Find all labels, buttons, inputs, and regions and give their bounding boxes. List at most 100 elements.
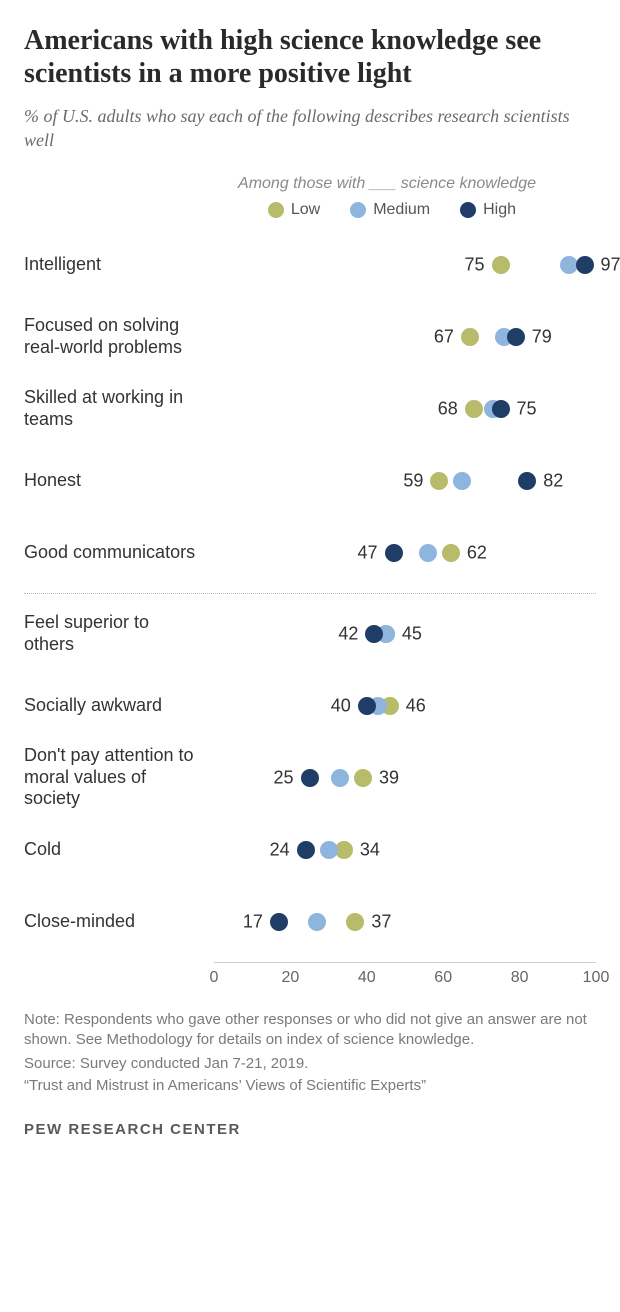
axis-tick: 0 [210,963,219,987]
row-divider [24,593,596,594]
legend-intro: Among those with ___ science knowledge [238,175,596,193]
rows: Intelligent7597Focused on solving real-w… [24,229,596,958]
legend-dot-low [268,202,284,218]
data-row: Intelligent7597 [24,229,596,301]
dot-high [297,841,315,859]
legend-row: Low Medium High [268,201,596,219]
legend-label-low: Low [291,201,320,219]
value-label-left: 68 [438,398,458,419]
dot-medium [308,913,326,931]
dot-high [576,256,594,274]
row-label: Socially awkward [24,695,214,717]
row-plot: 59 82 [214,445,596,517]
row-plot: 24 34 [214,814,596,886]
value-label-left: 25 [273,767,293,788]
data-row: Skilled at working in teams 68 75 [24,373,596,445]
row-label: Honest [24,470,214,492]
dot-low [492,256,510,274]
value-label-right: 82 [543,470,563,491]
value-label-left: 59 [403,470,423,491]
value-label-left: 17 [243,911,263,932]
legend-dot-high [460,202,476,218]
dot-high [358,697,376,715]
data-row: Honest 59 82 [24,445,596,517]
value-label-right: 97 [601,254,620,275]
value-label-left: 47 [358,542,378,563]
dot-low [442,544,460,562]
axis-tick: 80 [511,963,529,987]
value-label-right: 75 [517,398,537,419]
value-label-right: 34 [360,839,380,860]
value-label-right: 39 [379,767,399,788]
axis-tick: 20 [281,963,299,987]
legend-item-high: High [460,201,516,219]
dot-low [430,472,448,490]
report-text: “Trust and Mistrust in Americans’ Views … [24,1076,596,1096]
value-label-right: 62 [467,542,487,563]
legend-label-high: High [483,201,516,219]
row-plot: 40 46 [214,670,596,742]
row-plot: 68 75 [214,373,596,445]
brand-text: PEW RESEARCH CENTER [24,1121,596,1138]
dot-high [301,769,319,787]
dot-high [385,544,403,562]
note-text: Note: Respondents who gave other respons… [24,1010,596,1051]
legend-label-medium: Medium [373,201,430,219]
row-label: Cold [24,839,214,861]
legend: Among those with ___ science knowledge L… [24,175,596,219]
data-row: Cold 24 34 [24,814,596,886]
data-row: Close-minded1737 [24,886,596,958]
dot-high [365,625,383,643]
value-label-left: 42 [338,623,358,644]
axis-tick: 60 [434,963,452,987]
dot-low [354,769,372,787]
legend-item-low: Low [268,201,320,219]
value-label-right: 46 [406,695,426,716]
row-label: Intelligent [24,254,214,276]
value-label-left: 24 [270,839,290,860]
axis-spacer [24,962,214,990]
dot-high [270,913,288,931]
chart-area: Among those with ___ science knowledge L… [24,175,596,990]
dot-medium [453,472,471,490]
dot-low [346,913,364,931]
chart-title: Americans with high science knowledge se… [24,24,596,90]
dot-medium [419,544,437,562]
dot-low [461,328,479,346]
row-label: Don't pay attention to moral values of s… [24,745,214,810]
data-row: Don't pay attention to moral values of s… [24,742,596,814]
dot-high [492,400,510,418]
row-plot: 1737 [214,886,596,958]
dot-high [507,328,525,346]
row-plot: 67 79 [214,301,596,373]
value-label-left: 67 [434,326,454,347]
data-row: Focused on solving real-world problems67… [24,301,596,373]
axis-ticks: 020406080100 [214,962,596,990]
row-plot: 7597 [214,229,596,301]
value-label-left: 40 [331,695,351,716]
axis-tick: 100 [583,963,610,987]
value-label-right: 45 [402,623,422,644]
source-text: Source: Survey conducted Jan 7-21, 2019. [24,1054,596,1074]
value-label-right: 79 [532,326,552,347]
dot-low [465,400,483,418]
chart-subtitle: % of U.S. adults who say each of the fol… [24,104,596,153]
value-label-right: 37 [371,911,391,932]
data-row: Feel superior to others 42 45 [24,598,596,670]
data-row: Socially awkward 40 46 [24,670,596,742]
dot-high [518,472,536,490]
row-label: Skilled at working in teams [24,387,214,430]
row-plot: 47 62 [214,517,596,589]
value-label-left: 75 [464,254,484,275]
dot-medium [331,769,349,787]
row-label: Focused on solving real-world problems [24,315,214,358]
row-plot: 25 39 [214,742,596,814]
data-row: Good communicators4762 [24,517,596,589]
legend-item-medium: Medium [350,201,430,219]
legend-dot-medium [350,202,366,218]
chart-container: Americans with high science knowledge se… [0,0,620,1156]
dot-medium [320,841,338,859]
axis-tick: 40 [358,963,376,987]
row-label: Close-minded [24,911,214,933]
row-label: Feel superior to others [24,612,214,655]
